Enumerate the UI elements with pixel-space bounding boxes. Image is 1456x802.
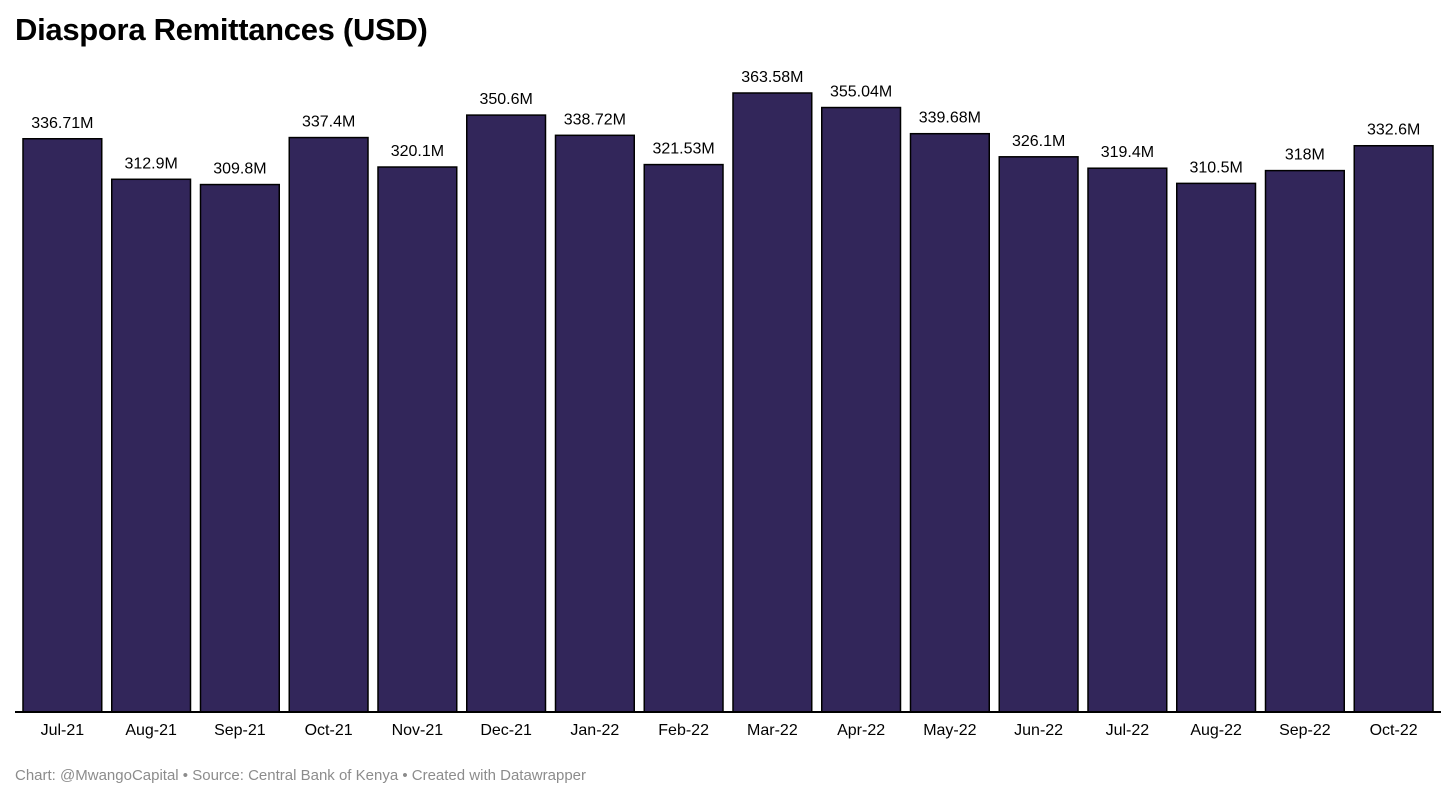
tick-label-oct-22: Oct-22 [1370, 722, 1418, 739]
value-label-jan-22: 338.72M [564, 111, 626, 128]
value-label-aug-21: 312.9M [124, 155, 177, 172]
bar-sep-21 [199, 183, 280, 713]
tick-label-sep-21: Sep-21 [214, 722, 266, 739]
value-label-nov-21: 320.1M [391, 143, 444, 160]
bar-oct-22 [1353, 144, 1434, 713]
value-label-jun-22: 326.1M [1012, 133, 1065, 150]
tick-label-aug-22: Aug-22 [1190, 722, 1242, 739]
bar-jan-22 [554, 134, 635, 713]
chart-title: Diaspora Remittances (USD) [15, 12, 428, 47]
tick-label-oct-21: Oct-21 [305, 722, 353, 739]
value-label-oct-21: 337.4M [302, 114, 355, 131]
x-axis-tick-labels: Jul-21 Aug-21 Sep-21 Oct-21 Nov-21 Dec-21 Jan-… [41, 722, 1418, 739]
tick-label-apr-22: Apr-22 [837, 722, 885, 739]
tick-label-aug-21: Aug-21 [125, 722, 177, 739]
tick-label-jan-22: Jan-22 [570, 722, 619, 739]
value-label-apr-22: 355.04M [830, 84, 892, 101]
bar-oct-21 [288, 136, 369, 713]
value-label-jul-22: 319.4M [1101, 144, 1154, 161]
bars-group [22, 92, 1434, 713]
value-label-sep-22: 318M [1285, 147, 1325, 164]
bar-apr-22 [821, 106, 902, 713]
tick-label-jun-22: Jun-22 [1014, 722, 1063, 739]
chart-footer: Chart: @MwangoCapital • Source: Central … [15, 767, 587, 784]
value-label-aug-22: 310.5M [1189, 159, 1242, 176]
tick-label-jul-21: Jul-21 [41, 722, 85, 739]
bar-chart: 336.71M 312.9M 309.8M 337.4M 320.1M 350.6M 338… [15, 69, 1441, 739]
tick-label-nov-21: Nov-21 [392, 722, 444, 739]
value-label-feb-22: 321.53M [652, 141, 714, 158]
value-label-mar-22: 363.58M [741, 69, 803, 86]
tick-label-mar-22: Mar-22 [747, 722, 798, 739]
value-label-may-22: 339.68M [919, 110, 981, 127]
bar-jun-22 [998, 156, 1079, 713]
value-labels-group: 336.71M 312.9M 309.8M 337.4M 320.1M 350.6M 338… [31, 69, 1420, 178]
bar-nov-21 [377, 166, 458, 713]
bar-feb-22 [643, 163, 724, 713]
bar-aug-21 [111, 178, 192, 713]
bar-may-22 [909, 132, 990, 713]
tick-label-dec-21: Dec-21 [480, 722, 532, 739]
bar-jul-21 [22, 138, 103, 713]
tick-label-feb-22: Feb-22 [658, 722, 709, 739]
tick-label-may-22: May-22 [923, 722, 976, 739]
bar-jul-22 [1087, 167, 1168, 713]
value-label-sep-21: 309.8M [213, 161, 266, 178]
bar-mar-22 [732, 92, 813, 713]
value-label-jul-21: 336.71M [31, 115, 93, 132]
tick-label-sep-22: Sep-22 [1279, 722, 1331, 739]
value-label-dec-21: 350.6M [479, 91, 532, 108]
bar-dec-21 [466, 114, 547, 713]
bar-sep-22 [1264, 169, 1345, 713]
bar-aug-22 [1176, 182, 1257, 713]
value-label-oct-22: 332.6M [1367, 122, 1420, 139]
tick-label-jul-22: Jul-22 [1106, 722, 1150, 739]
